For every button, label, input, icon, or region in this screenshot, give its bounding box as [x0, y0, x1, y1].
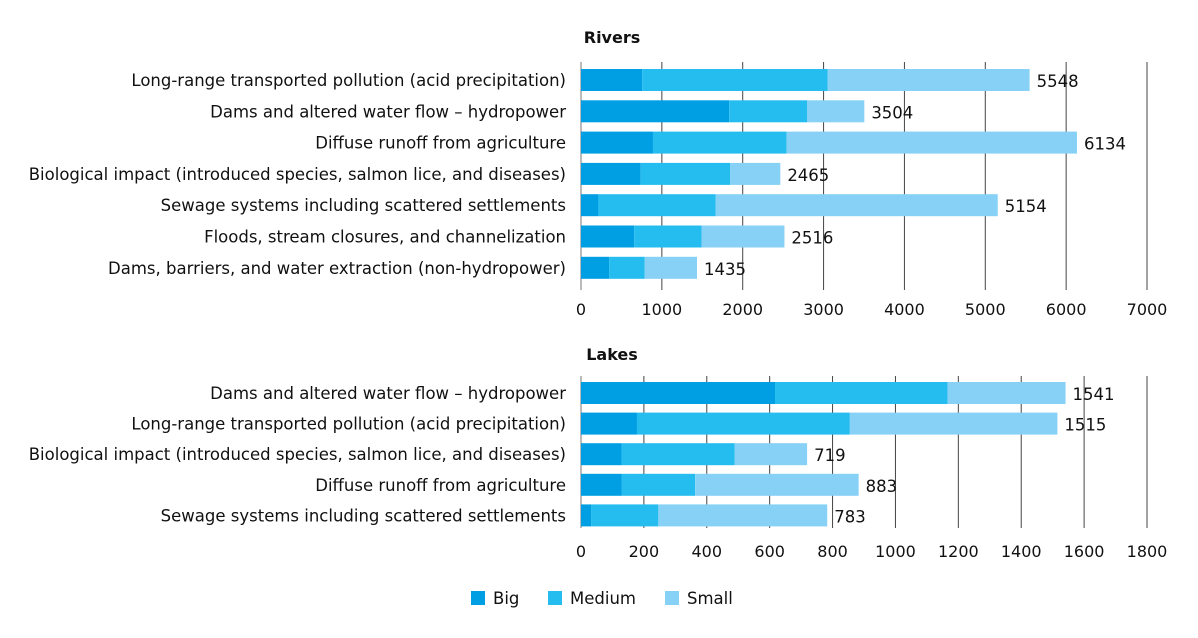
panel-rivers: Rivers 0 1000 2000 3000 4000 5000 6000 7000 Long-… — [29, 28, 1168, 319]
panel-title: Lakes — [586, 345, 638, 364]
bar-segment-big — [581, 473, 622, 496]
bar-segment-big — [581, 100, 730, 123]
total-label: 1435 — [704, 260, 746, 279]
x-tick-label: 1600 — [1064, 542, 1105, 561]
x-tick-label: 1200 — [938, 542, 979, 561]
x-tick-label: 0 — [576, 300, 586, 319]
bar-segment-medium — [621, 473, 696, 496]
bar-segment-small — [715, 194, 998, 217]
category-label: Long-range transported pollution (acid p… — [131, 415, 566, 434]
bar-segment-medium — [640, 162, 731, 185]
category-label: Biological impact (introduced species, s… — [29, 165, 566, 184]
bar-segment-small — [806, 100, 865, 123]
bar-segment-big — [581, 131, 653, 154]
total-label: 1515 — [1064, 416, 1106, 435]
legend: Big Medium Small — [471, 589, 733, 608]
x-tick-label: 5000 — [965, 300, 1006, 319]
bar-segment-big — [581, 504, 592, 527]
legend-swatch-medium — [548, 591, 562, 605]
x-tick-label: 400 — [692, 542, 723, 561]
total-label: 5154 — [1005, 197, 1047, 216]
total-label: 5548 — [1037, 72, 1079, 91]
category-label: Dams, barriers, and water extraction (no… — [108, 259, 566, 278]
legend-label: Medium — [570, 589, 636, 608]
bar-segment-small — [658, 504, 828, 527]
x-tick-label: 0 — [576, 542, 586, 561]
category-label: Dams and altered water flow – hydropower — [210, 384, 566, 403]
x-tick-label: 600 — [754, 542, 785, 561]
x-tick-label: 1000 — [641, 300, 682, 319]
x-tick-label: 800 — [817, 542, 848, 561]
x-tick-label: 1000 — [875, 542, 916, 561]
total-label: 883 — [866, 477, 898, 496]
bar-segment-medium — [634, 225, 702, 248]
total-label: 2465 — [787, 166, 829, 185]
bar-segment-medium — [609, 256, 645, 279]
total-label: 1541 — [1073, 385, 1115, 404]
bar-segment-big — [581, 412, 637, 435]
x-tick-label: 1800 — [1127, 542, 1168, 561]
bar-segment-small — [730, 162, 781, 185]
total-label: 6134 — [1084, 135, 1126, 154]
legend-swatch-small — [665, 591, 679, 605]
bar-segment-small — [947, 382, 1066, 404]
x-tick-label: 3000 — [803, 300, 844, 319]
category-label: Sewage systems including scattered settl… — [161, 506, 566, 525]
bar-segment-big — [581, 225, 635, 248]
category-label: Diffuse runoff from agriculture — [315, 134, 566, 153]
bar-segment-small — [734, 443, 808, 466]
total-label: 783 — [834, 507, 866, 526]
bar-segment-medium — [642, 69, 828, 91]
category-label: Sewage systems including scattered settl… — [161, 196, 566, 215]
legend-label: Small — [687, 589, 733, 608]
legend-swatch-big — [471, 591, 485, 605]
x-tick-label: 200 — [629, 542, 660, 561]
bar-segment-medium — [591, 504, 659, 527]
category-label: Biological impact (introduced species, s… — [29, 445, 566, 464]
bar-segment-small — [827, 69, 1030, 91]
bar-segment-medium — [598, 194, 716, 217]
total-label: 2516 — [791, 229, 833, 248]
bar-segment-medium — [775, 382, 948, 404]
panel-title: Rivers — [584, 28, 641, 47]
bar-segment-small — [701, 225, 785, 248]
bar-segment-medium — [621, 443, 735, 466]
bar-segment-small — [786, 131, 1077, 154]
x-tick-label: 1400 — [1001, 542, 1042, 561]
bar-segment-medium — [729, 100, 807, 123]
bar-segment-big — [581, 382, 776, 404]
legend-label: Big — [493, 589, 519, 608]
x-tick-label: 4000 — [884, 300, 925, 319]
bar-segment-small — [849, 412, 1058, 435]
category-label: Diffuse runoff from agriculture — [315, 476, 566, 495]
x-tick-label: 2000 — [722, 300, 763, 319]
bar-segment-medium — [636, 412, 850, 435]
total-label: 719 — [814, 446, 846, 465]
category-label: Floods, stream closures, and channelizat… — [204, 228, 566, 247]
total-label: 3504 — [871, 103, 913, 122]
x-tick-label: 6000 — [1046, 300, 1087, 319]
category-label: Long-range transported pollution (acid p… — [131, 71, 566, 90]
x-tick-label: 7000 — [1127, 300, 1168, 319]
bar-segment-big — [581, 69, 643, 91]
bar-segment-medium — [652, 131, 787, 154]
bar-segment-big — [581, 162, 641, 185]
category-label: Dams and altered water flow – hydropower — [210, 102, 566, 121]
bar-segment-big — [581, 194, 599, 217]
bar-segment-big — [581, 256, 610, 279]
bar-segment-small — [695, 473, 859, 496]
bar-segment-big — [581, 443, 622, 466]
bar-segment-small — [644, 256, 698, 279]
panel-lakes: Lakes 0 200 400 600 800 1000 1200 1400 1600 1800 Da… — [29, 345, 1168, 561]
